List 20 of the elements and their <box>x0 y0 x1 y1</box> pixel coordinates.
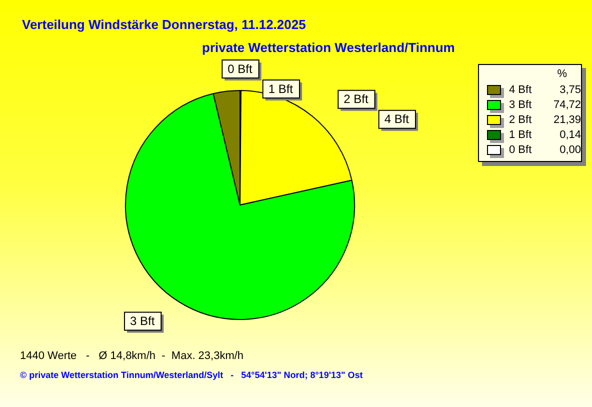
legend-label: 2 Bft <box>509 114 533 126</box>
data-label: 74,72 <box>552 98 581 110</box>
data-label: 21,39 <box>552 114 581 126</box>
chart-title: Verteilung Windstärke Donnerstag, 11.12.2025 <box>22 17 306 32</box>
chart-subtitle: private Wetterstation Westerland/Tinnum <box>202 40 455 55</box>
data-label: 3,75 <box>558 84 581 96</box>
legend-label: 0 Bft <box>509 144 533 156</box>
category-label: 1 Bft <box>268 82 294 96</box>
slice-label: 3 Bft <box>130 314 156 328</box>
slice-label: 2 Bft <box>344 92 369 106</box>
legend-label: 1 Bft <box>509 128 533 140</box>
text: 1440 Werte - Ø 14,8km/h - Max. 23,3km/h <box>20 350 244 362</box>
text: © private Wetterstation Tinnum/Westerland/Sylt - 54°54'13" Nord; 8°19'13" Ost <box>20 370 363 380</box>
legend-label: 3 Bft <box>509 98 533 110</box>
category-label: 4 Bft <box>384 112 410 126</box>
data-label: 0,14 <box>558 128 581 140</box>
legend-label: 4 Bft <box>509 84 533 96</box>
text: 0,00 <box>560 144 581 156</box>
category-label: 0 Bft <box>228 62 252 76</box>
legend-title: % <box>556 68 568 80</box>
